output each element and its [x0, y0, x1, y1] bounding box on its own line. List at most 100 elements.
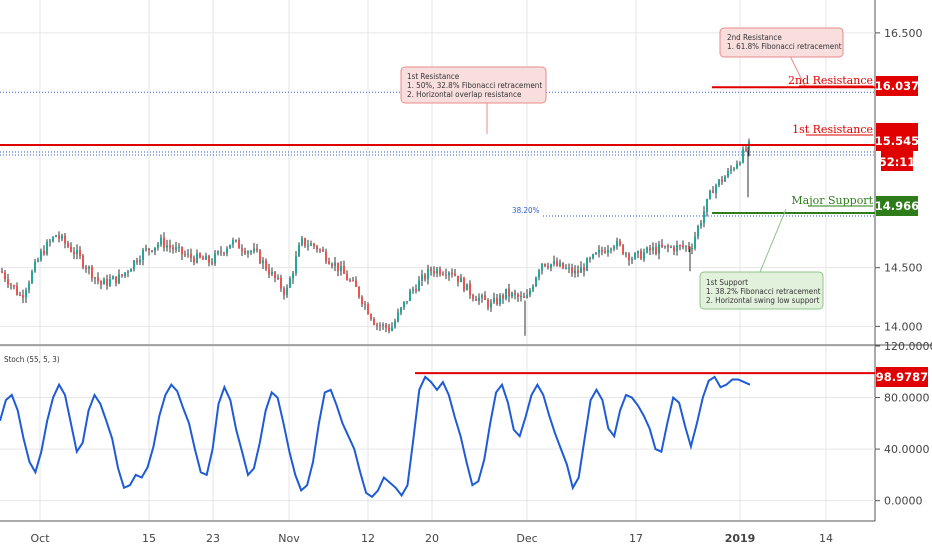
candle-body [514, 292, 516, 295]
candle-body [280, 277, 282, 289]
candle-body [703, 211, 705, 223]
candle-body [670, 246, 672, 248]
candle-body [592, 254, 594, 259]
candle-body [382, 324, 384, 326]
candle-body [13, 285, 15, 287]
candle-body [391, 327, 393, 331]
candle-body [91, 266, 93, 279]
candle-body [37, 259, 39, 262]
candle-body [193, 257, 195, 263]
price-axis[interactable]: 14.000 14.500 16.500 120.0000 80.0000 40.0000… [875, 27, 932, 508]
price-pane[interactable] [0, 86, 875, 336]
candle-body [721, 179, 723, 182]
annotation-first-resistance-line-3: 2. Horizontal overlap resistance [407, 90, 522, 99]
level-labels: 2nd Resistance 1st Resistance Major Supp… [788, 74, 874, 207]
candle-body [190, 253, 192, 258]
candle-body [508, 288, 510, 297]
candle-body [322, 249, 324, 252]
candle-body [343, 265, 345, 274]
candle-body [160, 237, 162, 245]
candle-body [205, 255, 207, 260]
candle-body [49, 241, 51, 243]
candle-body [355, 280, 357, 287]
candle-body [25, 290, 27, 298]
stoch-title: Stoch (55, 5, 3) [4, 355, 60, 364]
candle-body [685, 246, 687, 248]
candle-body [127, 271, 129, 273]
candle-body [157, 244, 159, 248]
candle-body [292, 273, 294, 279]
candle-body [55, 235, 57, 237]
candle-body [103, 278, 105, 285]
candle-body [580, 266, 582, 273]
price-tick-label: 14.000 [884, 320, 923, 333]
candle-body [517, 294, 519, 298]
annotation-box-support[interactable]: 1st Support 1. 38.2% Fibonacci retraceme… [699, 271, 824, 310]
candle-body [34, 261, 36, 272]
candle-body [493, 297, 495, 303]
candle-body [229, 244, 231, 249]
candle-body [139, 259, 141, 263]
candle-body [397, 312, 399, 322]
candle-body [370, 314, 372, 319]
candle-body [115, 276, 117, 284]
candle-body [244, 250, 246, 254]
candle-body [487, 299, 489, 308]
time-tick-label: 14 [819, 532, 833, 545]
candle-body [346, 273, 348, 281]
candle-body [73, 251, 75, 255]
major-support-label: Major Support [791, 194, 873, 207]
candle-body [436, 269, 438, 274]
candle-body [217, 251, 219, 254]
annotation-second-resistance-line-1: 2nd Resistance [727, 33, 782, 42]
time-axis[interactable]: Oct 15 23 Nov 12 20 Dec 17 2019 14 [30, 532, 833, 545]
annotation-support-line-2: 1. 38.2% Fibonacci retracement [706, 287, 821, 296]
candle-body [247, 251, 249, 254]
stoch-tick-label: 80.0000 [884, 392, 930, 405]
candle-body [97, 277, 99, 281]
candle-body [364, 304, 366, 306]
stoch-tick-label: 120.0000 [884, 340, 932, 353]
candle-body [361, 296, 363, 305]
candle-body [730, 169, 732, 171]
candle-body [652, 247, 654, 251]
candle-body [706, 198, 708, 212]
candle-body [223, 252, 225, 254]
candle-body [700, 222, 702, 227]
candle-body [478, 297, 480, 301]
candle-body [181, 246, 183, 255]
candle-body [253, 248, 255, 252]
candle-body [295, 256, 297, 274]
major-support-badge: 14.966 [875, 199, 919, 213]
candle-body [559, 262, 561, 266]
annotation-box-second-resistance[interactable]: 2nd Resistance 1. 61.8% Fibonacci retrac… [719, 27, 844, 58]
candle-body [691, 248, 693, 250]
candle-body [412, 289, 414, 291]
candle-body [52, 236, 54, 242]
candle-body [373, 318, 375, 325]
candle-body [442, 274, 444, 276]
stoch-pane[interactable]: Stoch (55, 5, 3) [0, 355, 875, 499]
candle-body [484, 295, 486, 300]
candle-body [178, 246, 180, 248]
candle-body [334, 262, 336, 266]
candle-body [208, 255, 210, 263]
candle-body [238, 239, 240, 249]
stoch-tick-label: 40.0000 [884, 443, 930, 456]
annotation-support-line-3: 2. Horizontal swing low support [706, 296, 820, 305]
candle-body [409, 290, 411, 301]
candle-body [430, 268, 432, 271]
annotation-box-first-resistance[interactable]: 1st Resistance 1. 50%, 32.8% Fibonacci r… [400, 66, 547, 104]
candle-body [70, 246, 72, 252]
candle-body [496, 297, 498, 304]
candle-body [310, 243, 312, 246]
candle-body [472, 295, 474, 299]
candle-body [655, 247, 657, 254]
candle-body [112, 276, 114, 280]
candle-body [553, 261, 555, 265]
candle-body [109, 279, 111, 286]
candle-body [457, 275, 459, 283]
candle-body [118, 274, 120, 284]
time-tick-label: 2019 [725, 532, 756, 545]
candle-body [433, 270, 435, 274]
